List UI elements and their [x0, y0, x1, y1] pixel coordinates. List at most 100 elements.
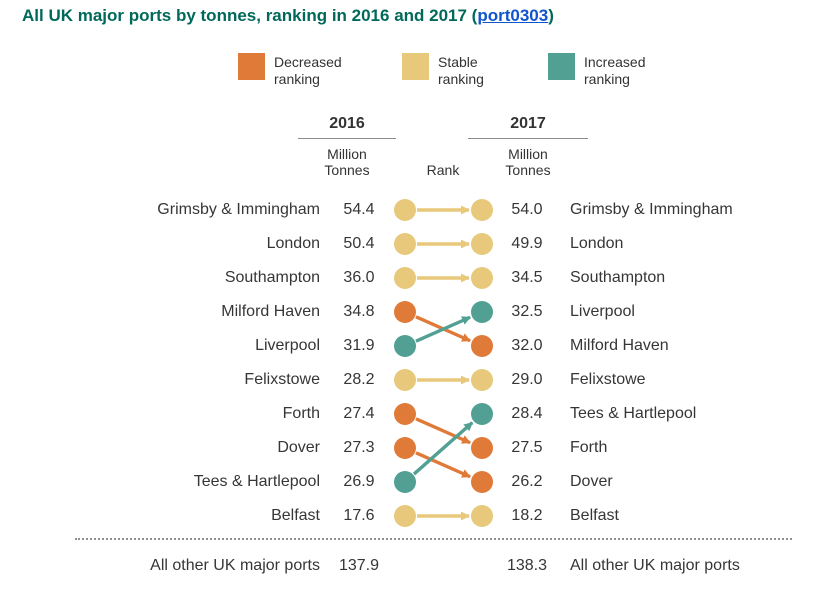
port-value-2016: 36.0: [343, 269, 375, 286]
footer-right-label: All other UK major ports: [570, 557, 740, 574]
rank-arrow-increased: [415, 315, 472, 343]
port-value-2016: 27.4: [343, 405, 375, 422]
rank-header: Rank: [426, 162, 460, 178]
port-value-2017: 54.0: [511, 201, 543, 218]
rank-arrow-decreased: [415, 451, 472, 479]
port-label-2017: Felixstowe: [570, 371, 646, 388]
legend-item-stable: Stable ranking: [402, 53, 500, 88]
port-row: Liverpool 31.9 32.0 Milford Haven: [0, 329, 836, 363]
port-label-2016: Tees & Hartlepool: [193, 473, 320, 490]
port-row: Milford Haven 34.8 32.5 Liverpool: [0, 295, 836, 329]
port-row: Dover 27.3 27.5 Forth: [0, 431, 836, 465]
rank-dot-left: [394, 199, 416, 221]
port-label-2017: Grimsby & Immingham: [570, 201, 733, 218]
rank-dot-left: [394, 437, 416, 459]
col-header-2016: 2016: [298, 115, 396, 139]
port-value-2017: 29.0: [511, 371, 543, 388]
port-value-2017: 32.5: [511, 303, 543, 320]
rank-dot-left: [394, 335, 416, 357]
rank-dot-left: [394, 233, 416, 255]
port-value-2017: 28.4: [511, 405, 543, 422]
port-value-2017: 49.9: [511, 235, 543, 252]
port-label-2016: Dover: [277, 439, 320, 456]
port-value-2017: 26.2: [511, 473, 543, 490]
port-label-2017: Tees & Hartlepool: [570, 405, 697, 422]
port-label-2017: Milford Haven: [570, 337, 669, 354]
port-value-2016: 28.2: [343, 371, 375, 388]
port-label-2017: Southampton: [570, 269, 666, 286]
rank-dot-right: [471, 471, 493, 493]
port-value-2017: 32.0: [511, 337, 543, 354]
footer-left-label: All other UK major ports: [150, 557, 320, 574]
rank-dot-right: [471, 233, 493, 255]
rank-arrow-increased: [412, 421, 474, 476]
col-header-2017: 2017: [468, 115, 588, 139]
legend-item-decreased: Decreased ranking: [238, 53, 354, 88]
port-label-2016: Liverpool: [255, 337, 320, 354]
port-label-2016: Felixstowe: [244, 371, 320, 388]
footer-left-value: 137.9: [338, 557, 380, 574]
rank-dot-right: [471, 369, 493, 391]
legend-label-stable: Stable ranking: [438, 54, 484, 87]
port-row: Grimsby & Immingham 54.4 54.0 Grimsby & Imm…: [0, 193, 836, 227]
rank-dot-left: [394, 471, 416, 493]
legend-swatch-stable-icon: [402, 53, 429, 80]
port-label-2016: Grimsby & Immingham: [157, 201, 320, 218]
port-value-2016: 54.4: [343, 201, 375, 218]
port0303-link[interactable]: port0303: [477, 6, 549, 25]
rank-dot-left: [394, 403, 416, 425]
port-row: Forth 27.4 28.4 Tees & Hartlepool: [0, 397, 836, 431]
port-value-2017: 34.5: [511, 269, 543, 286]
port-value-2017: 27.5: [511, 439, 543, 456]
unit-label-left: Million Tonnes: [324, 146, 370, 178]
port-label-2017: Forth: [570, 439, 608, 456]
legend: Decreased ranking Stable ranking Increas…: [238, 53, 664, 88]
rank-dot-left: [394, 369, 416, 391]
port-label-2016: Forth: [282, 405, 320, 422]
rank-dot-right: [471, 267, 493, 289]
rank-dot-right: [471, 335, 493, 357]
rank-dot-right: [471, 437, 493, 459]
port-label-2016: Southampton: [224, 269, 320, 286]
port-value-2016: 26.9: [343, 473, 375, 490]
port-row: London 50.4 49.9 London: [0, 227, 836, 261]
unit-label-right: Million Tonnes: [505, 146, 551, 178]
legend-label-increased: Increased ranking: [584, 54, 646, 87]
rank-dot-left: [394, 301, 416, 323]
port-label-2017: London: [570, 235, 624, 252]
slope-chart: [394, 199, 493, 527]
port-value-2016: 27.3: [343, 439, 375, 456]
port-label-2017: Belfast: [570, 507, 619, 524]
port-label-2016: London: [266, 235, 320, 252]
port-value-2017: 18.2: [511, 507, 543, 524]
legend-swatch-decreased-icon: [238, 53, 265, 80]
port-value-2016: 50.4: [343, 235, 375, 252]
port-label-2017: Dover: [570, 473, 613, 490]
rank-dot-right: [471, 301, 493, 323]
rank-dot-right: [471, 403, 493, 425]
port-row: Tees & Hartlepool 26.9 26.2 Dover: [0, 465, 836, 499]
dotted-divider: [75, 538, 792, 540]
all-other-ports-row: All other UK major ports 137.9 138.3 All…: [0, 550, 836, 582]
port-row: Southampton 36.0 34.5 Southampton: [0, 261, 836, 295]
legend-swatch-increased-icon: [548, 53, 575, 80]
rank-dot-left: [394, 505, 416, 527]
port-value-2016: 34.8: [343, 303, 375, 320]
rank-dot-left: [394, 267, 416, 289]
port-label-2016: Milford Haven: [221, 303, 320, 320]
legend-label-decreased: Decreased ranking: [274, 54, 342, 87]
port-value-2016: 31.9: [343, 337, 375, 354]
port-label-2016: Belfast: [271, 507, 320, 524]
legend-item-increased: Increased ranking: [548, 53, 664, 88]
title-text: All UK major ports by tonnes, ranking in…: [22, 6, 478, 25]
rank-arrow-decreased: [415, 417, 472, 445]
rank-dot-right: [471, 199, 493, 221]
footer-right-value: 138.3: [506, 557, 548, 574]
port-value-2016: 17.6: [343, 507, 375, 524]
port-rows: Grimsby & Immingham 54.4 54.0 Grimsby & Imm…: [0, 193, 836, 533]
title-suffix: ): [548, 6, 554, 25]
page-title: All UK major ports by tonnes, ranking in…: [22, 6, 554, 26]
port-label-2017: Liverpool: [570, 303, 635, 320]
rank-dot-right: [471, 505, 493, 527]
